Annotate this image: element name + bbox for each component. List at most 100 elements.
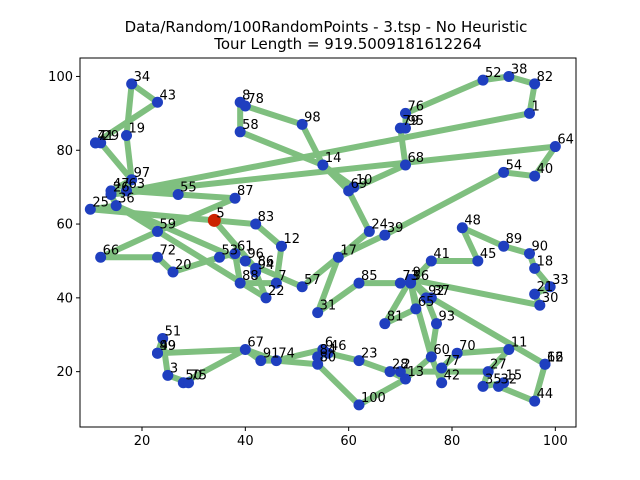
- point-label: 12: [284, 232, 301, 247]
- point-label: 54: [506, 158, 523, 173]
- tour-point: [503, 70, 515, 82]
- route-segment: [237, 128, 326, 169]
- route-segment: [154, 195, 238, 235]
- point-label: 78: [247, 92, 264, 107]
- point-label: 60: [433, 343, 450, 358]
- point-label: 84: [320, 343, 337, 358]
- route-segment: [92, 99, 161, 146]
- point-label: 28: [392, 358, 409, 373]
- point-label: 24: [371, 217, 388, 232]
- tour-point: [425, 351, 437, 363]
- point-label: 69: [351, 177, 368, 192]
- point-label: 87: [237, 184, 254, 199]
- point-label: 14: [325, 151, 342, 166]
- route-segment: [299, 121, 326, 169]
- tour-point: [126, 174, 138, 186]
- point-label: 72: [160, 243, 177, 258]
- tour-point: [363, 225, 375, 237]
- tour-point: [152, 225, 163, 237]
- route-segment: [252, 221, 285, 250]
- y-tick-label: 40: [56, 291, 73, 306]
- point-label: 47: [113, 177, 130, 192]
- route-segment: [356, 376, 409, 408]
- point-label: 75: [191, 369, 208, 384]
- route-segment: [495, 383, 538, 405]
- point-label: 65: [418, 295, 435, 310]
- point-label: 95: [408, 114, 425, 129]
- tour-point: [524, 248, 535, 260]
- point-label: 76: [408, 99, 425, 114]
- point-label: 5: [216, 206, 224, 221]
- tour-point: [544, 281, 556, 293]
- tour-point: [503, 344, 515, 356]
- point-label: 23: [361, 347, 378, 362]
- point-label: 19: [129, 121, 146, 136]
- route-segment: [314, 254, 342, 316]
- tour-point: [296, 118, 308, 130]
- y-tick-label: 100: [48, 70, 73, 85]
- tour-point: [90, 137, 101, 149]
- point-label: 39: [387, 221, 404, 236]
- route-segment: [273, 357, 321, 368]
- tour-point: [410, 303, 422, 315]
- route-segment: [180, 346, 249, 386]
- route-segment: [381, 276, 414, 327]
- tour-point: [436, 362, 448, 374]
- tour-point: [400, 122, 411, 134]
- plot-frame: [79, 57, 577, 428]
- point-layer: [84, 70, 561, 411]
- tour-point: [498, 240, 510, 252]
- point-label: 41: [433, 247, 450, 262]
- route-segment: [87, 206, 218, 224]
- point-label: 53: [222, 243, 239, 258]
- y-tick-label: 80: [56, 144, 73, 159]
- tour-point: [172, 189, 184, 201]
- tour-point: [317, 159, 329, 171]
- point-label: 70: [459, 339, 476, 354]
- tour-point: [400, 107, 411, 119]
- point-label: 58: [242, 118, 259, 133]
- point-label: 88: [242, 269, 259, 284]
- tour-point: [477, 380, 489, 392]
- tour-point: [472, 255, 484, 267]
- route-segment: [113, 202, 306, 290]
- tour-point: [379, 318, 391, 330]
- axes: 20 40 60 80 100 20 40 60 80 100: [48, 57, 577, 449]
- point-label: 32: [501, 372, 518, 387]
- tour-point: [384, 366, 396, 378]
- point-label: 11: [511, 336, 528, 351]
- tour-point: [270, 355, 282, 367]
- point-label: 90: [532, 240, 549, 255]
- x-tick-label: 60: [340, 434, 357, 449]
- point-label: 30: [542, 291, 559, 306]
- tour-point: [529, 262, 541, 274]
- route-segment: [314, 361, 362, 408]
- route-segment: [407, 276, 543, 309]
- point-label: 92: [428, 284, 445, 299]
- route-segment: [459, 224, 507, 250]
- tour-point: [121, 129, 132, 141]
- x-tick-label: 80: [444, 434, 461, 449]
- tour-point: [400, 373, 411, 385]
- point-label: 26: [113, 181, 130, 196]
- tour-point: [229, 192, 241, 204]
- tour-point: [121, 185, 132, 197]
- tour-point: [239, 100, 251, 112]
- point-label: 34: [134, 70, 151, 85]
- route-segment: [159, 335, 171, 379]
- point-label: 13: [408, 365, 425, 380]
- point-label: 77: [444, 354, 461, 369]
- point-label: 1: [532, 99, 540, 114]
- point-label: 68: [408, 151, 425, 166]
- point-label: 89: [506, 232, 523, 247]
- point-label: 64: [557, 133, 574, 148]
- point-label: 9: [413, 265, 421, 280]
- point-label: 35: [485, 372, 502, 387]
- point-label: 74: [278, 347, 295, 362]
- route-segment: [407, 280, 435, 360]
- point-label: 42: [444, 369, 461, 384]
- point-label: 38: [511, 62, 528, 77]
- point-label: 36: [118, 192, 135, 207]
- tour-point: [234, 277, 246, 289]
- tour-point: [405, 277, 417, 289]
